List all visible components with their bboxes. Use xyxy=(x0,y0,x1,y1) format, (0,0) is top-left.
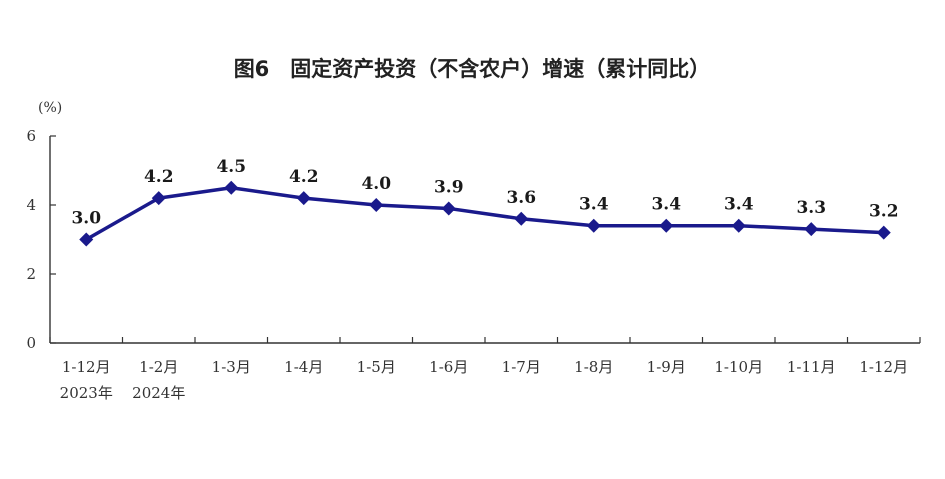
data-label: 3.0 xyxy=(71,209,101,229)
x-tick-label: 1-2月 xyxy=(139,358,178,376)
x-tick-label: 1-12月 xyxy=(859,358,908,376)
y-tick-label: 2 xyxy=(26,265,36,283)
data-point-marker xyxy=(224,180,239,195)
x-tick-label: 1-10月 xyxy=(714,358,763,376)
y-tick-label: 4 xyxy=(26,196,36,214)
y-tick-label: 6 xyxy=(26,127,36,145)
data-label: 3.3 xyxy=(796,198,826,218)
x-tick-label: 1-4月 xyxy=(284,358,323,376)
y-axis-unit: (%) xyxy=(38,100,62,116)
data-point-marker xyxy=(441,201,456,216)
data-label: 3.4 xyxy=(579,195,609,215)
x-tick-label: 1-7月 xyxy=(502,358,541,376)
axes: 0 2 4 6 1-12月 1-2月 1-3月 1-4月 1-5月 1-6月 1-7月 1-8月 1-9… xyxy=(26,127,921,402)
data-point-marker xyxy=(151,191,166,206)
data-label: 3.6 xyxy=(506,188,536,208)
x-tick-label: 1-8月 xyxy=(574,358,613,376)
chart-title: 图6 固定资产投资（不含农户）增速（累计同比） xyxy=(234,57,711,81)
data-point-marker xyxy=(514,211,529,226)
data-label: 3.2 xyxy=(869,202,899,222)
data-point-marker xyxy=(876,225,891,240)
data-label: 4.2 xyxy=(144,167,174,187)
series-line-group xyxy=(79,180,891,247)
data-label: 4.5 xyxy=(216,157,246,177)
x-tick-label: 1-11月 xyxy=(787,358,836,376)
x-tick-label: 1-12月 xyxy=(62,358,111,376)
data-point-marker xyxy=(731,218,746,233)
x-tick-label: 1-9月 xyxy=(647,358,686,376)
x-year-label: 2023年 xyxy=(60,384,113,402)
data-point-marker xyxy=(659,218,674,233)
data-label: 4.2 xyxy=(289,167,319,187)
data-point-marker xyxy=(369,198,384,212)
data-point-marker xyxy=(296,191,311,206)
x-tick-label: 1-3月 xyxy=(212,358,251,376)
data-point-marker xyxy=(804,222,819,237)
series-line xyxy=(85,186,884,242)
y-tick-label: 0 xyxy=(26,334,36,352)
data-label: 3.4 xyxy=(724,195,754,215)
data-label: 3.4 xyxy=(651,195,681,215)
data-label: 4.0 xyxy=(361,174,391,194)
data-point-marker xyxy=(586,218,601,233)
x-tick-label: 1-6月 xyxy=(429,358,468,376)
data-label: 3.9 xyxy=(434,177,464,197)
x-year-label: 2024年 xyxy=(132,384,185,402)
data-point-marker xyxy=(79,232,94,247)
data-labels: 3.0 4.2 4.5 4.2 4.0 3.9 3.6 3.4 3.4 3.4 3.3 3.2 xyxy=(71,157,898,229)
x-tick-label: 1-5月 xyxy=(357,358,396,376)
